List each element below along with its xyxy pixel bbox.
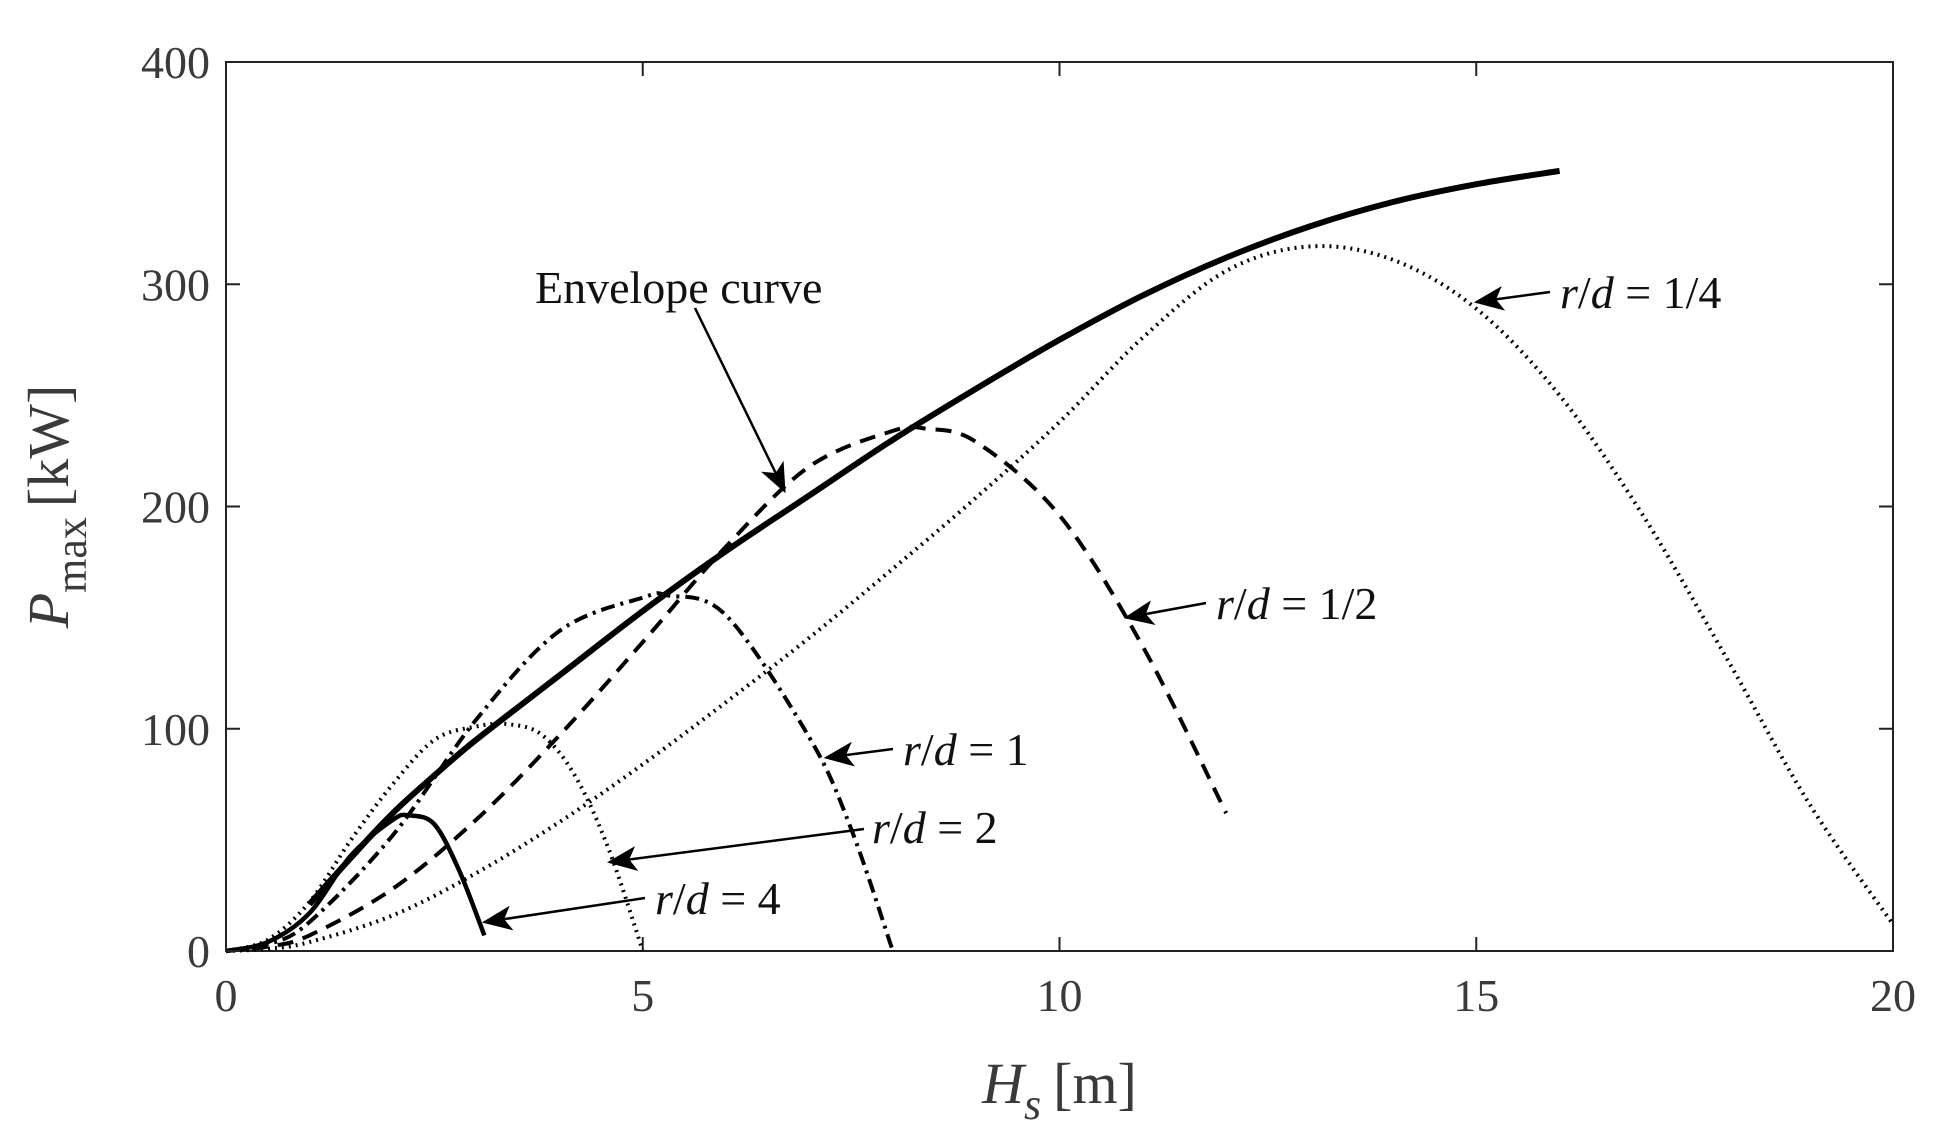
x-tick-label: 15: [1453, 970, 1499, 1021]
annotation-arrow: [693, 307, 786, 494]
annotation-arrow: [1123, 600, 1207, 625]
series-line-3: [225, 591, 895, 953]
annotation-label: r/d = 1: [903, 724, 1029, 775]
annotation-part: = 1/4: [1614, 267, 1722, 318]
x-tick-label: 5: [631, 970, 654, 1021]
y-tick-label: 0: [187, 926, 210, 977]
annotation-part: = 1: [957, 724, 1029, 775]
annotation-layer: Envelope curve r/d = 1/4r/d = 1/2r/d = 1r…: [481, 262, 1721, 931]
x-tick-label: 20: [1870, 970, 1916, 1021]
series-line-5: [225, 812, 487, 954]
series-line-0: [307, 167, 1561, 907]
y-axis-symbol: P: [16, 593, 81, 629]
annotation-part: d: [686, 873, 710, 924]
annotation-part: d: [1591, 267, 1615, 318]
annotation-part: /: [890, 802, 903, 853]
annotation-part: r: [903, 724, 922, 775]
annotation-part: d: [1247, 578, 1271, 629]
series-line-2: [225, 424, 1228, 953]
y-tick-label: 200: [141, 482, 210, 533]
annotation-label: r/d = 4: [655, 873, 781, 924]
series-line-1: [225, 244, 1895, 953]
x-tick-label: 10: [1037, 970, 1083, 1021]
x-axis-symbol: H: [981, 1051, 1027, 1116]
series-layer: [225, 167, 1895, 954]
x-axis-subscript: s: [1024, 1080, 1041, 1129]
annotation-label: r/d = 1/4: [1560, 267, 1721, 318]
annotation-part: /: [921, 724, 934, 775]
annotation-part: = 4: [709, 873, 781, 924]
annotation-label: r/d = 1/2: [1216, 578, 1377, 629]
annotation-label: r/d = 2: [872, 802, 998, 853]
annotation-arrow: [823, 741, 894, 767]
annotation-part: r: [1560, 267, 1579, 318]
y-tick-label: 300: [141, 259, 210, 310]
x-tick-label: 0: [215, 970, 238, 1021]
series-line-4: [225, 721, 645, 953]
annotation-part: /: [1578, 267, 1591, 318]
x-axis-title: Hs [m]: [981, 1051, 1137, 1129]
annotation-part: r: [1216, 578, 1235, 629]
annotation-part: = 2: [926, 802, 998, 853]
y-axis-unit: [kW]: [16, 385, 81, 507]
annotation-arrow: [1473, 285, 1551, 311]
annotation-arrow: [606, 827, 865, 871]
annotation-part: d: [903, 802, 927, 853]
annotation-part: = 1/2: [1270, 578, 1378, 629]
y-axis-subscript: max: [47, 517, 96, 593]
annotation-part: /: [1234, 578, 1247, 629]
y-tick-label: 400: [141, 37, 210, 88]
y-tick-label: 100: [141, 704, 210, 755]
annotation-arrow: [481, 896, 646, 931]
annotation-part: r: [655, 873, 674, 924]
y-axis-title: Pmax [kW]: [16, 385, 96, 630]
annotation-part: /: [673, 873, 686, 924]
annotation-label: Envelope curve: [535, 262, 822, 313]
annotation-part: d: [934, 724, 958, 775]
annotation-part: r: [872, 802, 891, 853]
x-axis-unit: [m]: [1053, 1051, 1137, 1116]
